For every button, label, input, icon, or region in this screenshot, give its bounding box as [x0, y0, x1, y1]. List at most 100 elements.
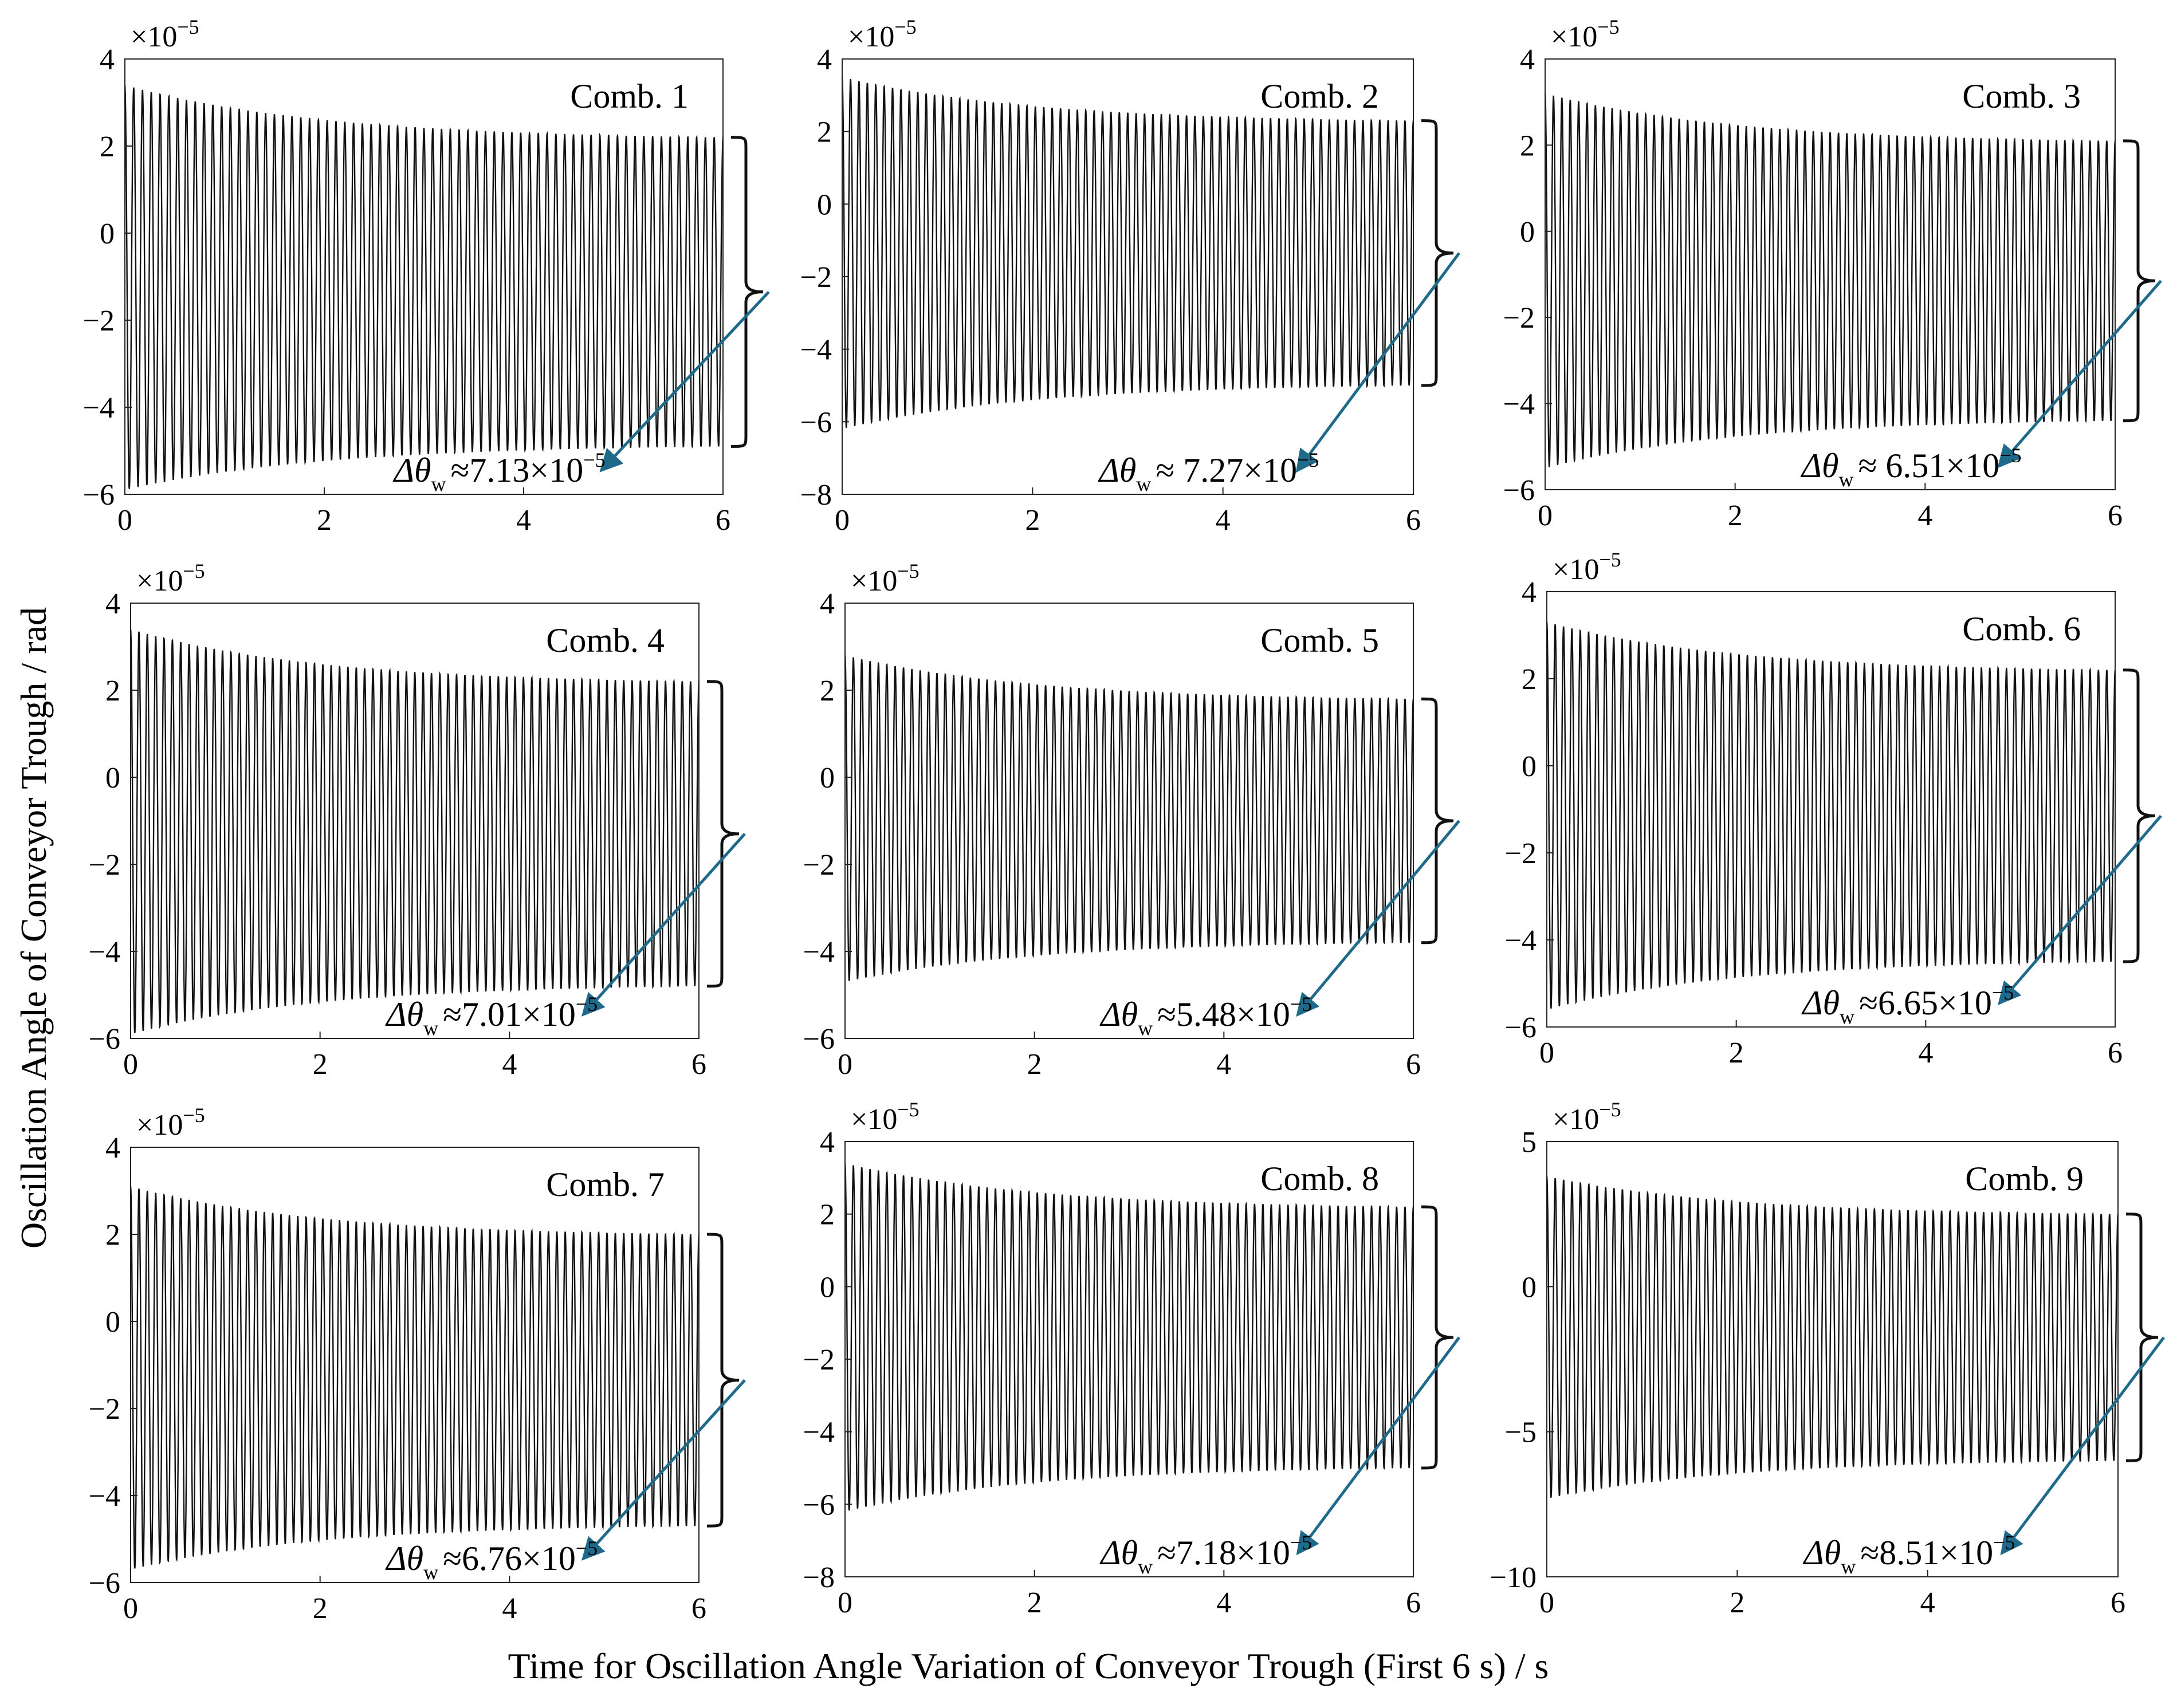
multiplier-exponent: −5 — [894, 15, 916, 38]
axis-multiplier: ×10−5 — [131, 15, 199, 53]
y-tick-label: 5 — [1522, 1126, 1537, 1159]
delta-subscript: w — [1138, 1555, 1153, 1578]
x-tick-label: 2 — [1025, 504, 1040, 537]
axis-multiplier: ×10−5 — [848, 15, 917, 53]
y-tick-label: −4 — [803, 1416, 835, 1449]
delta-symbol: Δθ — [1801, 447, 1839, 485]
y-tick-label: 0 — [1522, 750, 1537, 783]
y-tick-label: −6 — [83, 479, 115, 511]
y-tick-label: 2 — [1522, 663, 1537, 696]
y-tick-label: 4 — [1520, 44, 1535, 76]
y-tick-label: 0 — [105, 762, 120, 794]
y-tick-label: −6 — [1503, 474, 1535, 507]
multiplier-base: ×10 — [1553, 1103, 1599, 1136]
multiplier-base: ×10 — [131, 21, 177, 53]
x-tick-label: 0 — [117, 504, 132, 537]
axis-multiplier: ×10−5 — [136, 1104, 205, 1142]
x-tick-label: 2 — [1730, 1587, 1744, 1619]
delta-value: ≈6.76×10 — [443, 1540, 576, 1577]
delta-exponent: −5 — [1993, 1531, 2015, 1554]
delta-annotation: Δθw ≈6.76×10−5 — [385, 1537, 598, 1584]
x-tick-label: 0 — [835, 504, 850, 537]
delta-subscript: w — [423, 1561, 438, 1584]
y-tick-label: 0 — [817, 188, 832, 221]
x-tick-label: 6 — [1406, 1587, 1421, 1619]
y-tick-label: −2 — [83, 305, 115, 337]
x-tick-label: 4 — [502, 1048, 517, 1081]
annotation-arrow — [2000, 1336, 2165, 1556]
x-tick-label: 6 — [1406, 504, 1421, 537]
axis-multiplier: ×10−5 — [851, 560, 920, 597]
delta-symbol: Δθ — [1098, 451, 1137, 489]
plot-frame — [1546, 591, 2116, 1028]
multiplier-base: ×10 — [851, 1103, 897, 1136]
signal-line-comb-1 — [124, 85, 724, 489]
amplitude-brace — [706, 680, 740, 988]
y-tick-label: −2 — [800, 261, 832, 294]
x-tick-label: 2 — [1027, 1587, 1042, 1619]
signal-line-comb-4 — [129, 629, 700, 1033]
y-tick-label: 2 — [100, 131, 115, 163]
multiplier-exponent: −5 — [183, 560, 205, 583]
y-tick-label: 4 — [1522, 576, 1537, 609]
amplitude-brace — [706, 1233, 740, 1528]
y-tick-label: −4 — [89, 1480, 120, 1513]
x-tick-label: 2 — [313, 1048, 328, 1081]
multiplier-base: ×10 — [848, 21, 894, 53]
y-tick-label: 0 — [1522, 1271, 1537, 1304]
amplitude-brace — [730, 136, 764, 448]
y-tick-label: 0 — [105, 1306, 120, 1339]
multiplier-base: ×10 — [1551, 21, 1597, 53]
delta-symbol: Δθ — [1803, 1534, 1841, 1572]
amplitude-brace — [2125, 1213, 2159, 1462]
multiplier-base: ×10 — [1553, 553, 1599, 586]
annotation-arrow — [1296, 1336, 1461, 1556]
x-tick-label: 4 — [1216, 1048, 1231, 1081]
y-tick-label: −6 — [803, 1489, 835, 1521]
plot-frame — [124, 58, 724, 495]
y-tick-label: −4 — [803, 936, 835, 969]
delta-value: ≈7.01×10 — [443, 995, 576, 1033]
axis-multiplier: ×10−5 — [136, 560, 205, 597]
x-tick-label: 6 — [691, 1592, 706, 1625]
axis-multiplier: ×10−5 — [1553, 1098, 1621, 1136]
y-axis-title: Oscillation Angle of Conveyor Trough / r… — [13, 607, 54, 1249]
delta-exponent: −5 — [1297, 448, 1319, 471]
y-tick-label: 0 — [1520, 216, 1535, 249]
signal-line-comb-2 — [841, 77, 1414, 428]
panel-title: Comb. 2 — [1260, 77, 1379, 115]
delta-subscript: w — [1136, 473, 1151, 495]
x-tick-label: 6 — [716, 504, 730, 537]
axis-multiplier: ×10−5 — [1551, 15, 1620, 53]
delta-value: ≈7.13×10 — [450, 451, 583, 489]
y-tick-label: 4 — [820, 1126, 835, 1159]
y-tick-label: −6 — [1505, 1012, 1537, 1044]
y-tick-label: 4 — [105, 588, 120, 620]
delta-subscript: w — [1838, 468, 1853, 491]
delta-annotation: Δθw ≈7.18×10−5 — [1099, 1531, 1312, 1578]
panel-title: Comb. 7 — [546, 1166, 665, 1203]
delta-subscript: w — [1840, 1005, 1854, 1028]
plot-frame — [130, 1147, 700, 1583]
delta-exponent: −5 — [1290, 1531, 1312, 1554]
x-tick-label: 6 — [2108, 499, 2123, 532]
multiplier-exponent: −5 — [177, 15, 199, 38]
panel-title: Comb. 9 — [1965, 1160, 2084, 1198]
delta-value: ≈6.65×10 — [1859, 984, 1992, 1022]
y-tick-label: −2 — [1503, 302, 1535, 334]
y-tick-label: −2 — [803, 849, 835, 881]
x-tick-label: 2 — [1728, 499, 1743, 532]
delta-exponent: −5 — [1992, 981, 2014, 1004]
y-tick-label: 2 — [817, 116, 832, 149]
y-tick-label: −6 — [89, 1023, 120, 1056]
multiplier-exponent: −5 — [897, 1098, 919, 1121]
delta-value: ≈ 6.51×10 — [1858, 447, 1999, 485]
annotation-arrow — [599, 290, 770, 473]
delta-exponent: −5 — [1999, 444, 2021, 467]
delta-annotation: Δθw ≈7.13×10−5 — [393, 448, 606, 495]
y-tick-label: −2 — [89, 849, 120, 881]
y-tick-label: 2 — [105, 675, 120, 707]
